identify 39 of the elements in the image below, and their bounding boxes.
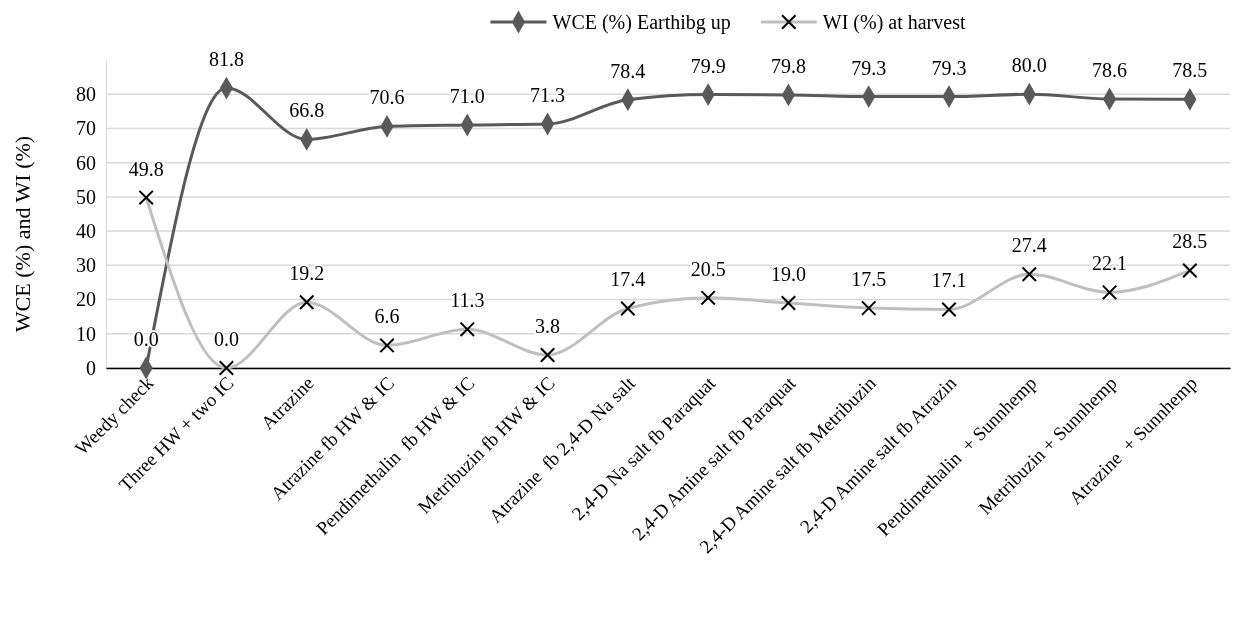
- y-axis-title: WCE (%) and WI (%): [10, 135, 35, 333]
- data-label: 17.4: [610, 268, 646, 291]
- data-label: 17.1: [931, 269, 967, 292]
- data-label: 71.3: [530, 84, 566, 106]
- data-label: 81.8: [208, 48, 244, 71]
- data-label: 0.0: [213, 328, 239, 350]
- data-label: 27.4: [1011, 234, 1047, 257]
- data-label: 28.5: [1172, 230, 1208, 253]
- legend-label: WCE (%) Earthibg up: [552, 11, 731, 34]
- legend-label: WI (%) at harvest: [822, 11, 966, 34]
- data-label: 3.8: [535, 315, 561, 337]
- data-label: 78.6: [1092, 59, 1128, 82]
- y-tick-label: 50: [76, 185, 96, 208]
- data-label: 20.5: [690, 257, 726, 280]
- y-tick-label: 20: [76, 288, 96, 311]
- y-tick-label: 60: [76, 151, 96, 174]
- data-label: 49.8: [128, 157, 164, 180]
- data-label: 19.0: [770, 262, 806, 285]
- y-tick-label: 80: [76, 83, 96, 106]
- data-label: 19.2: [289, 262, 325, 285]
- data-label: 79.3: [851, 56, 887, 79]
- data-label: 66.8: [289, 99, 325, 122]
- data-label: 79.3: [931, 56, 967, 79]
- data-label: 71.0: [449, 85, 485, 108]
- data-label: 17.5: [851, 268, 887, 291]
- y-tick-label: 10: [76, 322, 96, 345]
- y-tick-label: 40: [76, 220, 96, 243]
- data-label: 11.3: [450, 289, 485, 312]
- data-label: 80.0: [1011, 54, 1047, 77]
- data-label: 78.5: [1172, 59, 1208, 82]
- y-tick-label: 70: [76, 117, 96, 140]
- y-tick-label: 0: [86, 356, 96, 379]
- data-label: 79.9: [690, 54, 726, 77]
- data-label: 6.6: [374, 305, 400, 328]
- data-label: 70.6: [369, 86, 405, 109]
- data-label: 22.1: [1092, 252, 1128, 275]
- data-label: 78.4: [610, 59, 646, 82]
- data-label: 79.8: [770, 54, 806, 77]
- y-tick-label: 30: [76, 254, 96, 277]
